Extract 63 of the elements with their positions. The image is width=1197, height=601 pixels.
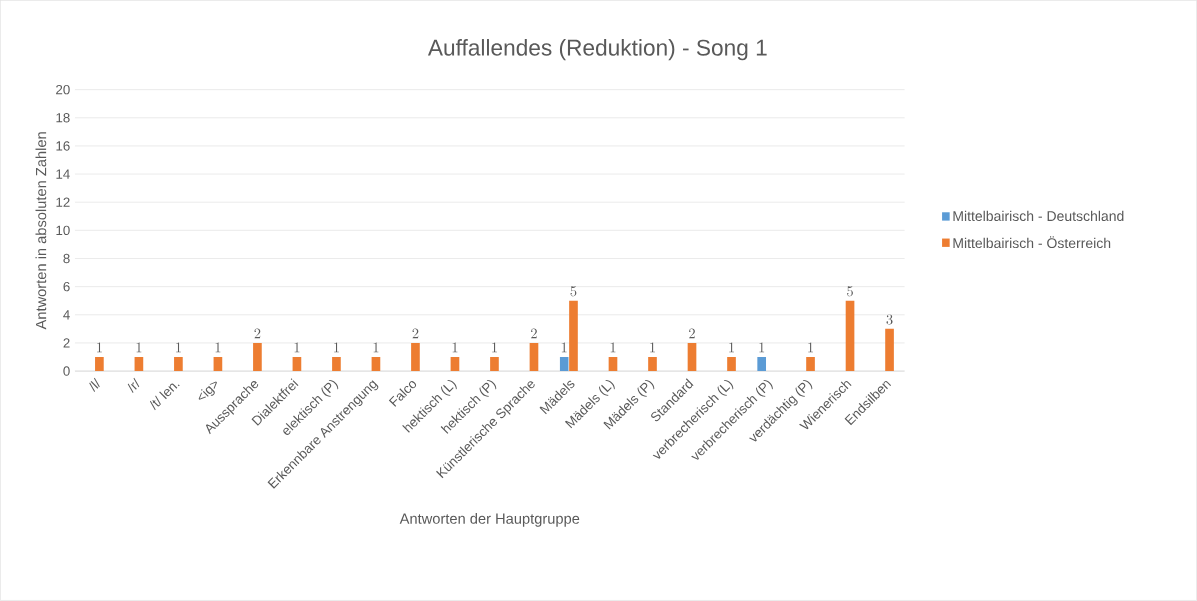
y-tick-label: 4 [63, 310, 70, 320]
data-label: 1 [610, 342, 616, 353]
y-axis-title: Antworten in absoluten Zahlen [35, 132, 47, 330]
data-label: 1 [294, 342, 300, 353]
bar [687, 343, 697, 372]
data-label: 5 [570, 286, 577, 297]
y-tick-label: 10 [56, 225, 70, 236]
bar [559, 357, 569, 372]
data-label: 1 [334, 342, 339, 353]
bar [529, 343, 539, 372]
bar [885, 328, 894, 372]
bar [727, 357, 736, 372]
bar [490, 357, 499, 372]
data-label: 1 [215, 342, 221, 353]
y-tick-label: 14 [56, 169, 70, 179]
data-label: 2 [412, 328, 419, 339]
x-axis-title: Antworten der Hauptgruppe [399, 513, 580, 527]
bar [845, 300, 855, 372]
data-label: 2 [254, 328, 261, 339]
bar [292, 357, 302, 372]
bar [411, 343, 420, 372]
x-tick-label: /l/ [89, 377, 100, 393]
data-label: 1 [373, 342, 379, 353]
data-label: 1 [759, 342, 765, 353]
bar [174, 357, 183, 372]
data-label: 2 [531, 328, 537, 339]
bar [213, 357, 223, 372]
bar [253, 343, 262, 372]
bar [757, 357, 767, 372]
bar [134, 357, 144, 372]
y-tick-label: 6 [63, 282, 70, 292]
legend-label: Mittelbairisch - Österreich [953, 236, 1111, 249]
bar [569, 300, 578, 372]
data-label: 2 [689, 328, 695, 339]
y-tick-label: 20 [56, 85, 70, 95]
bar [648, 357, 657, 372]
bar [95, 357, 104, 372]
data-label: 5 [847, 286, 853, 297]
bar [371, 357, 381, 372]
data-label: 1 [97, 342, 102, 353]
data-label: 1 [650, 342, 655, 353]
data-label: 1 [492, 342, 497, 353]
y-tick-label: 0 [63, 366, 70, 376]
data-label: 1 [561, 342, 567, 353]
y-tick-label: 16 [56, 141, 70, 151]
legend-label: Mittelbairisch - Deutschland [953, 210, 1124, 222]
bar [608, 357, 618, 372]
chart-title: Auffallendes (Reduktion) - Song 1 [427, 39, 767, 61]
data-label: 1 [176, 342, 181, 353]
bar [332, 357, 341, 372]
y-tick-label: 2 [63, 338, 70, 348]
data-label: 1 [136, 342, 142, 353]
bar [806, 357, 815, 372]
y-tick-label: 8 [63, 253, 70, 264]
data-label: 1 [729, 342, 734, 353]
x-tick-label: /t/ len. [149, 383, 180, 411]
data-label: 3 [886, 314, 893, 325]
y-tick-label: 18 [56, 113, 70, 123]
bar [450, 357, 460, 372]
data-label: 1 [452, 342, 458, 353]
x-tick-label: /r/ [127, 377, 140, 394]
y-tick-label: 12 [56, 197, 70, 207]
data-label: 1 [808, 342, 813, 353]
